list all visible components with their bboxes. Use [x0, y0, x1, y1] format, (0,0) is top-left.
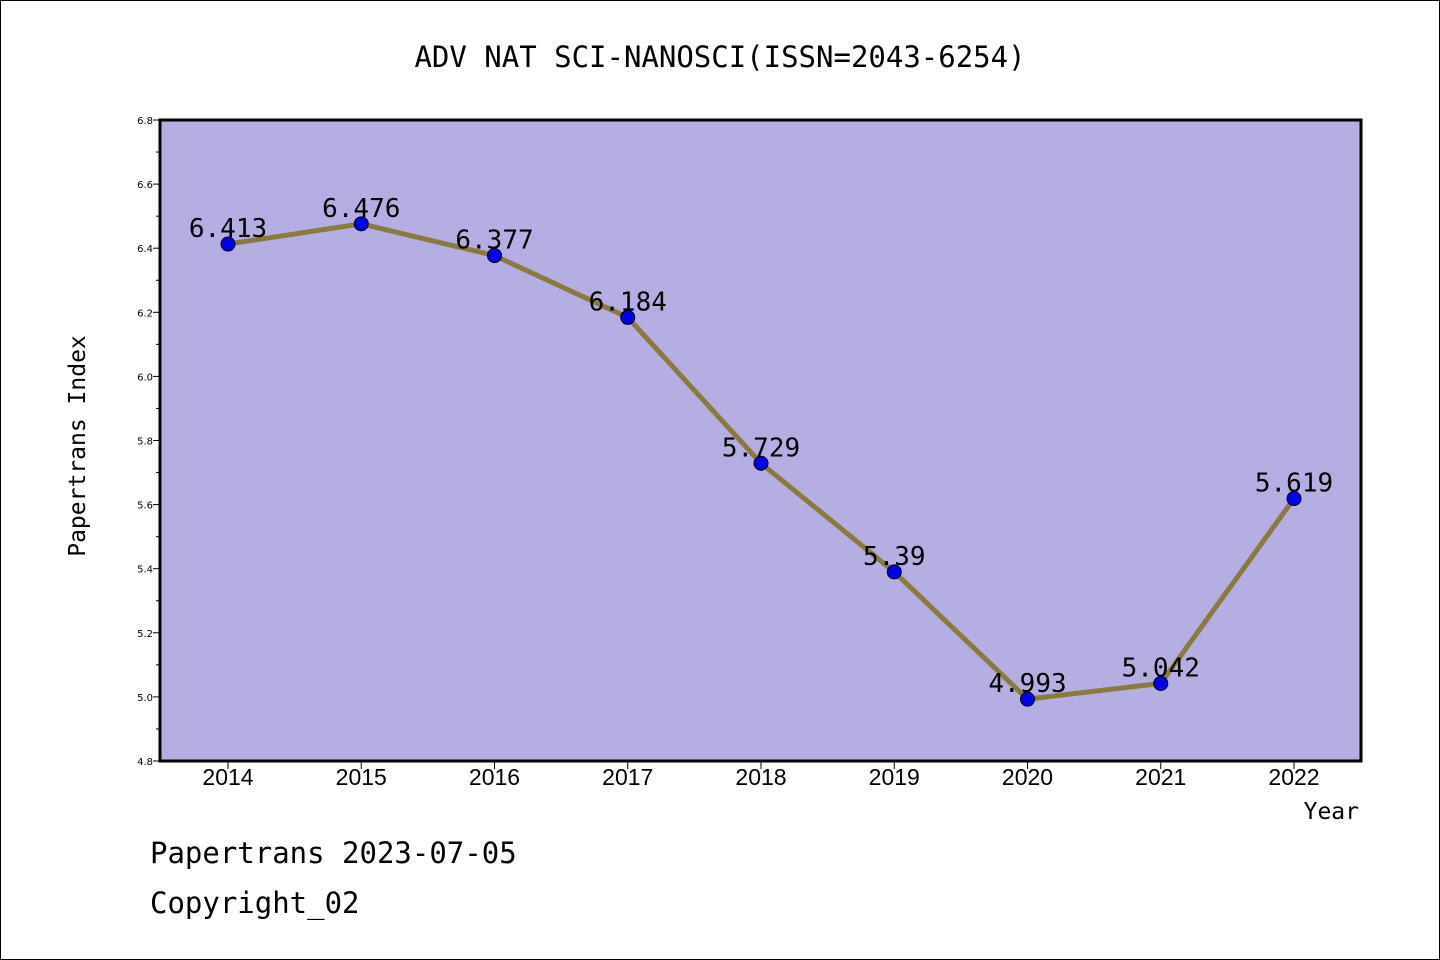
- x-tick-label: 2017: [602, 764, 653, 790]
- y-tick-label: 6.8: [137, 116, 153, 127]
- y-tick-label: 6.4: [137, 244, 153, 255]
- data-point: [353, 216, 369, 232]
- data-point: [220, 236, 236, 252]
- x-axis: 2014 2015 2016 2017 2018 2019 2020 2021 2022: [202, 761, 1320, 790]
- y-tick-label: 5.0: [137, 693, 153, 704]
- x-tick-label: 2014: [202, 764, 253, 790]
- y-tick-label: 6.6: [137, 180, 153, 191]
- x-tick-label: 2019: [869, 764, 920, 790]
- data-label: 5.729: [722, 433, 800, 463]
- data-label: 6.377: [455, 226, 533, 256]
- data-label: 6.184: [589, 287, 667, 317]
- data-label: 5.39: [863, 542, 926, 572]
- x-tick-label: 2020: [1002, 764, 1053, 790]
- y-tick-label: 5.4: [137, 565, 153, 576]
- y-axis-label: Papertrans Index: [65, 335, 91, 557]
- footer-copyright: Copyright_02: [150, 886, 360, 920]
- y-tick-label: 6.0: [137, 372, 153, 383]
- data-label: 5.619: [1255, 469, 1333, 499]
- data-label: 5.042: [1122, 653, 1200, 683]
- y-axis: 4.8 5.0 5.2 5.4 5.6 5.8 6.0 6.2 6.4 6.6 6.8: [137, 116, 160, 768]
- y-tick-label: 4.8: [137, 757, 153, 768]
- x-tick-label: 2018: [735, 764, 786, 790]
- data-point: [620, 309, 636, 325]
- x-tick-label: 2016: [469, 764, 520, 790]
- data-point: [1020, 691, 1035, 707]
- y-tick-label: 5.6: [137, 501, 153, 512]
- data-point: [886, 564, 902, 580]
- x-tick-label: 2021: [1135, 764, 1186, 790]
- data-point: [487, 248, 502, 264]
- data-label: 6.413: [189, 214, 267, 244]
- data-label: 4.993: [988, 669, 1066, 699]
- chart-title: ADV NAT SCI-NANOSCI(ISSN=2043-6254): [414, 40, 1025, 74]
- x-tick-label: 2022: [1268, 764, 1319, 790]
- series-line: 6.413 6.476 6.377 6.184 5.729 5.39 4.993 5.042 5…: [189, 194, 1333, 707]
- y-tick-label: 6.2: [137, 308, 153, 319]
- data-point: [1286, 491, 1302, 507]
- data-point: [753, 455, 769, 471]
- data-point: [1153, 675, 1169, 691]
- x-axis-label: Year: [1304, 799, 1359, 825]
- y-tick-label: 5.2: [137, 629, 153, 640]
- x-tick-label: 2015: [336, 764, 387, 790]
- data-label: 6.476: [322, 194, 400, 224]
- footer-date: Papertrans 2023-07-05: [150, 836, 517, 870]
- y-tick-label: 5.8: [137, 437, 153, 448]
